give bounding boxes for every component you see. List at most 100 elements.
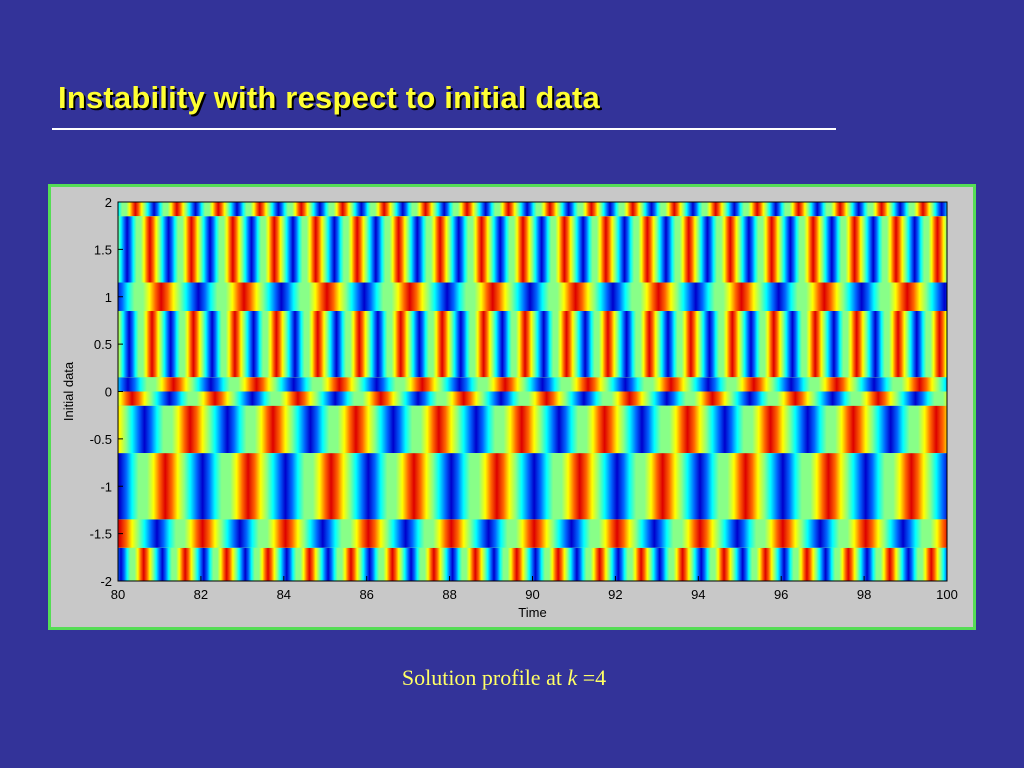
heatmap-cell — [669, 405, 753, 454]
heatmap-cell — [176, 547, 218, 581]
title-underline — [52, 128, 836, 130]
heatmap-cell — [254, 405, 338, 454]
heatmap-cell — [888, 310, 931, 378]
heatmap-cell — [499, 202, 541, 217]
heatmap-cell — [147, 453, 230, 520]
heatmap-chart: 80 82 84 86 88 90 92 94 96 98 100 2 1.5 1 0.5 0 -0.5 -1 -1… — [61, 195, 958, 620]
heatmap-cell — [118, 405, 172, 454]
plot-axes: 80 82 84 86 88 90 92 94 96 98 100 2 1.5 1 0.5 0 -0.5 -1 -1… — [90, 195, 958, 602]
heatmap-cell — [486, 377, 570, 392]
heatmap-cell — [118, 282, 143, 311]
y-tick-label: 2 — [105, 195, 112, 210]
heatmap-cell — [845, 216, 887, 283]
heatmap-cell — [350, 310, 392, 378]
heatmap-cell — [341, 547, 384, 581]
heatmap-cell — [721, 216, 763, 283]
heatmap-cell — [930, 519, 947, 548]
heatmap-cell — [374, 202, 417, 217]
heatmap-cell — [225, 282, 309, 311]
heatmap-cell — [590, 547, 632, 581]
heatmap-cell — [466, 547, 508, 581]
caption-prefix: Solution profile at — [401, 665, 568, 690]
heatmap-cell — [847, 519, 931, 548]
heatmap-cell — [561, 453, 645, 520]
heatmap-cell — [638, 216, 680, 283]
x-tick-label: 92 — [608, 587, 622, 602]
heatmap-cell — [337, 405, 421, 454]
heatmap-cell — [777, 391, 860, 406]
heatmap-cell — [557, 310, 599, 378]
heatmap-cell — [557, 282, 641, 311]
heatmap-cell — [515, 519, 599, 548]
heatmap-cell — [748, 202, 790, 217]
heatmap-cell — [391, 282, 475, 311]
heatmap-cell — [321, 377, 405, 392]
heatmap-cell — [942, 391, 947, 406]
x-tick-label: 100 — [936, 587, 958, 602]
heatmap-cell — [847, 310, 889, 378]
y-tick-label: 1 — [105, 290, 112, 305]
figure-frame: 80 82 84 86 88 90 92 94 96 98 100 2 1.5 1 0.5 0 -0.5 -1 -1… — [48, 184, 976, 630]
heatmap-cell — [640, 310, 682, 378]
heatmap-cell — [694, 391, 778, 406]
heatmap-cell — [507, 547, 550, 581]
heatmap-cell — [250, 202, 293, 217]
heatmap-cell — [549, 547, 591, 581]
heatmap-cell — [472, 216, 514, 283]
heatmap-cell — [430, 216, 473, 283]
x-tick-label: 86 — [359, 587, 373, 602]
heatmap-cell — [478, 453, 562, 520]
heatmap-cell — [839, 547, 881, 581]
heatmap-cell — [416, 202, 458, 217]
heatmap-cell — [681, 519, 765, 548]
caption-suffix: =4 — [577, 665, 607, 690]
heatmap-cell — [167, 202, 210, 217]
heatmap-cell — [209, 202, 251, 217]
heatmap-cell — [238, 377, 322, 392]
heatmap-cell — [118, 547, 135, 581]
heatmap-cell — [140, 216, 183, 283]
heatmap-cell — [362, 391, 446, 406]
y-tick-label: 0.5 — [94, 337, 112, 352]
heatmap-cell — [569, 377, 653, 392]
heatmap-cell — [893, 453, 947, 520]
heatmap-cell — [673, 547, 715, 581]
heatmap-cell — [789, 202, 831, 217]
x-tick-label: 90 — [525, 587, 539, 602]
heatmap-cell — [644, 453, 728, 520]
heatmap-cell — [872, 202, 914, 217]
heatmap-cell — [433, 310, 475, 378]
heatmap-cell — [631, 547, 674, 581]
heatmap-cell — [888, 282, 947, 311]
heatmap-cell — [457, 202, 500, 217]
heatmap-cell — [917, 405, 947, 454]
heatmap-cell — [762, 216, 804, 283]
heatmap-cell — [913, 202, 948, 217]
heatmap-cell — [267, 519, 351, 548]
heatmap-cell — [118, 216, 141, 283]
heatmap-cell — [391, 310, 434, 378]
x-tick-label: 94 — [691, 587, 705, 602]
heatmap-cell — [225, 310, 268, 378]
heatmap-cell — [350, 519, 434, 548]
heatmap-cell — [258, 547, 301, 581]
x-tick-label: 88 — [442, 587, 456, 602]
y-tick-label: -1 — [100, 479, 112, 494]
heatmap-cell — [806, 310, 848, 378]
x-tick-label: 96 — [774, 587, 788, 602]
heatmap-cell — [611, 391, 695, 406]
heatmap-cell — [433, 519, 516, 548]
heatmap-cell — [623, 202, 666, 217]
heatmap-cell — [752, 405, 836, 454]
heatmap-cell — [930, 310, 947, 378]
heatmap-cell — [155, 377, 239, 392]
heatmap-cell — [886, 216, 929, 283]
y-tick-label: 0 — [105, 385, 112, 400]
heatmap-cell — [118, 202, 127, 217]
heatmap-cell — [142, 282, 226, 311]
heatmap-cell — [806, 282, 889, 311]
heatmap-cell — [598, 310, 641, 378]
heatmap-cell — [474, 282, 558, 311]
heatmap-cell — [383, 547, 425, 581]
x-tick-label: 80 — [111, 587, 125, 602]
